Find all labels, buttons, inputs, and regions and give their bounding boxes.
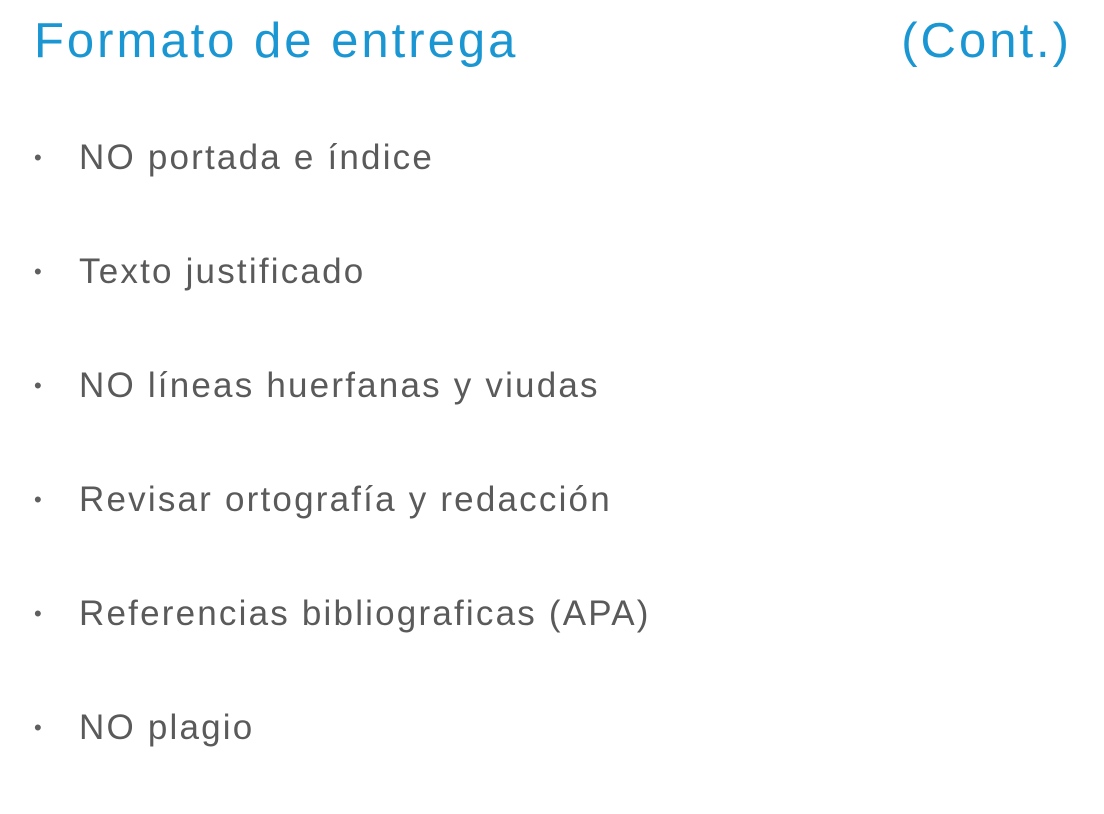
bullet-text: Texto justificado bbox=[79, 252, 366, 291]
bullet-icon: • bbox=[34, 373, 42, 398]
bullet-icon: • bbox=[34, 487, 42, 512]
slide: Formato de entrega (Cont.) • NO portada … bbox=[34, 14, 1072, 747]
slide-title: Formato de entrega bbox=[34, 14, 519, 68]
bullet-text: NO líneas huerfanas y viudas bbox=[79, 366, 600, 405]
bullet-text: NO portada e índice bbox=[79, 138, 435, 177]
bullet-text: Referencias bibliograficas (APA) bbox=[79, 594, 651, 633]
bullet-icon: • bbox=[34, 601, 42, 626]
bullet-icon: • bbox=[34, 715, 42, 740]
bullet-icon: • bbox=[34, 259, 42, 284]
bullet-icon: • bbox=[34, 145, 42, 170]
bullet-text: Revisar ortografía y redacción bbox=[79, 480, 612, 519]
slide-title-continued: (Cont.) bbox=[901, 14, 1072, 68]
bullet-text: NO plagio bbox=[79, 708, 255, 747]
